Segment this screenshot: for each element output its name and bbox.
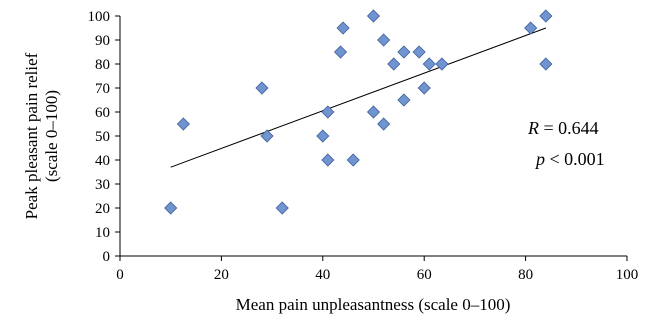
y-tick-label: 90 [95, 33, 110, 49]
y-axis-title-line2: (scale 0–100) [42, 90, 61, 182]
y-tick-label: 50 [95, 129, 110, 145]
x-tick-label: 100 [616, 267, 639, 283]
data-point [377, 33, 391, 47]
x-tick-label: 40 [315, 267, 330, 283]
data-point [275, 201, 289, 215]
data-point [539, 57, 553, 71]
p-value: < 0.001 [545, 149, 605, 169]
data-point [176, 117, 190, 131]
data-point [524, 21, 538, 35]
data-point [377, 117, 391, 131]
y-axis-title-line1: Peak pleasant pain relief [22, 52, 41, 219]
y-tick-label: 60 [95, 105, 110, 121]
data-point [412, 45, 426, 59]
data-point [422, 57, 436, 71]
data-point [435, 57, 449, 71]
data-point [260, 129, 274, 143]
r-value: = 0.644 [539, 118, 599, 138]
data-point [255, 81, 269, 95]
r-symbol: R [527, 118, 539, 138]
y-tick-label: 30 [95, 177, 110, 193]
y-tick-label: 80 [95, 57, 110, 73]
data-point [321, 105, 335, 119]
data-point [336, 21, 350, 35]
p-symbol: p [534, 149, 545, 169]
tick-labels: 0 10 20 30 40 50 60 70 80 90 100 0 20 40 60 80 100 [88, 9, 639, 283]
x-axis-title: Mean pain unpleasantness (scale 0–100) [236, 295, 511, 314]
data-point [321, 153, 335, 167]
data-point [397, 93, 411, 107]
data-point [417, 81, 431, 95]
trendline-layer [170, 27, 547, 168]
data-points [164, 9, 553, 215]
data-point [387, 57, 401, 71]
data-point [164, 201, 178, 215]
data-point [366, 105, 381, 119]
x-tick-label: 0 [116, 267, 124, 283]
data-point [397, 45, 411, 59]
y-tick-label: 40 [95, 153, 110, 169]
x-tick-label: 60 [417, 267, 432, 283]
trendline [170, 27, 547, 168]
data-point [333, 45, 348, 59]
y-tick-label: 20 [95, 201, 110, 217]
y-tick-label: 100 [88, 9, 111, 25]
data-point [366, 9, 381, 23]
y-tick-label: 0 [103, 249, 111, 265]
data-point [316, 129, 330, 143]
r-annotation: R = 0.644 [527, 118, 599, 138]
data-point [539, 9, 553, 23]
x-tick-label: 80 [518, 267, 533, 283]
x-tick-label: 20 [214, 267, 229, 283]
p-annotation: p < 0.001 [534, 149, 605, 169]
axes [115, 15, 628, 261]
y-tick-label: 10 [95, 225, 110, 241]
data-point [346, 153, 360, 167]
y-tick-label: 70 [95, 81, 110, 97]
